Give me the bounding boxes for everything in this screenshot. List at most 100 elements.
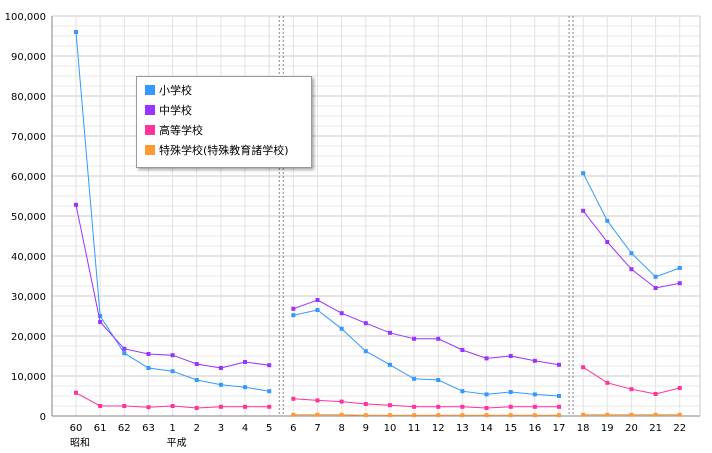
series-point-1 bbox=[605, 219, 609, 223]
series-point-2 bbox=[74, 203, 78, 207]
series-point-2 bbox=[316, 298, 320, 302]
x-tick-label: 12 bbox=[432, 423, 445, 434]
x-tick-label: 18 bbox=[577, 423, 590, 434]
legend-item-1: 小学校 bbox=[145, 83, 192, 99]
series-point-1 bbox=[485, 392, 489, 396]
series-point-3 bbox=[654, 392, 658, 396]
series-point-3 bbox=[340, 400, 344, 404]
series-point-3 bbox=[195, 406, 199, 410]
series-point-4 bbox=[291, 413, 295, 417]
series-point-3 bbox=[291, 397, 295, 401]
y-tick-label: 100,000 bbox=[5, 12, 46, 23]
series-point-3 bbox=[243, 405, 247, 409]
series-point-1 bbox=[267, 389, 271, 393]
series-point-3 bbox=[485, 406, 489, 410]
x-tick-label: 8 bbox=[338, 423, 344, 434]
series-point-2 bbox=[195, 362, 199, 366]
series-point-1 bbox=[557, 394, 561, 398]
series-point-4 bbox=[316, 413, 320, 417]
legend-label-2: 中学校 bbox=[159, 104, 192, 117]
series-point-3 bbox=[605, 381, 609, 385]
series-point-4 bbox=[654, 413, 658, 417]
legend: 小学校 中学校 高等学校 特殊学校(特殊教育諸学校) bbox=[136, 76, 312, 168]
series-point-1 bbox=[146, 366, 150, 370]
series-point-2 bbox=[291, 307, 295, 311]
x-tick-label: 4 bbox=[242, 423, 248, 434]
y-tick-label: 90,000 bbox=[11, 52, 46, 63]
series-point-2 bbox=[98, 320, 102, 324]
x-tick-label: 63 bbox=[142, 423, 155, 434]
legend-item-3: 高等学校 bbox=[145, 123, 203, 139]
x-tick-label: 7 bbox=[314, 423, 320, 434]
series-point-4 bbox=[509, 413, 513, 417]
series-point-2 bbox=[557, 363, 561, 367]
legend-swatch-3 bbox=[145, 125, 155, 135]
x-tick-label: 15 bbox=[504, 423, 517, 434]
legend-label-1: 小学校 bbox=[159, 84, 192, 97]
series-point-1 bbox=[340, 327, 344, 331]
y-tick-label: 80,000 bbox=[11, 92, 46, 103]
series-point-3 bbox=[460, 405, 464, 409]
series-point-2 bbox=[388, 331, 392, 335]
series-point-1 bbox=[412, 377, 416, 381]
series-point-4 bbox=[436, 413, 440, 417]
series-point-3 bbox=[74, 391, 78, 395]
series-point-2 bbox=[340, 311, 344, 315]
y-tick-label: 50,000 bbox=[11, 212, 46, 223]
series-point-1 bbox=[533, 392, 537, 396]
series-point-3 bbox=[581, 365, 585, 369]
series-point-3 bbox=[388, 403, 392, 407]
series-point-4 bbox=[412, 413, 416, 417]
x-tick-label: 10 bbox=[384, 423, 397, 434]
era-label: 平成 bbox=[167, 437, 187, 448]
series-point-1 bbox=[460, 389, 464, 393]
series-point-4 bbox=[557, 413, 561, 417]
series-point-3 bbox=[316, 398, 320, 402]
series-point-3 bbox=[219, 405, 223, 409]
y-tick-label: 60,000 bbox=[11, 172, 46, 183]
series-point-2 bbox=[412, 337, 416, 341]
legend-swatch-1 bbox=[145, 85, 155, 95]
series-point-3 bbox=[122, 404, 126, 408]
series-point-1 bbox=[122, 351, 126, 355]
legend-label-3: 高等学校 bbox=[159, 124, 203, 137]
series-point-3 bbox=[509, 405, 513, 409]
series-point-4 bbox=[364, 413, 368, 417]
x-tick-label: 62 bbox=[118, 423, 131, 434]
series-point-1 bbox=[171, 369, 175, 373]
legend-item-4: 特殊学校(特殊教育諸学校) bbox=[145, 143, 289, 159]
series-point-4 bbox=[605, 413, 609, 417]
series-point-3 bbox=[436, 405, 440, 409]
x-tick-label: 9 bbox=[363, 423, 369, 434]
x-tick-label: 22 bbox=[673, 423, 686, 434]
x-tick-label: 1 bbox=[169, 423, 175, 434]
y-tick-label: 0 bbox=[40, 412, 46, 423]
series-point-3 bbox=[678, 386, 682, 390]
series-point-4 bbox=[629, 413, 633, 417]
series-point-2 bbox=[146, 352, 150, 356]
x-tick-label: 17 bbox=[553, 423, 566, 434]
series-point-2 bbox=[509, 354, 513, 358]
legend-item-2: 中学校 bbox=[145, 103, 192, 119]
y-tick-label: 10,000 bbox=[11, 372, 46, 383]
y-tick-label: 40,000 bbox=[11, 252, 46, 263]
series-point-2 bbox=[171, 353, 175, 357]
legend-swatch-2 bbox=[145, 105, 155, 115]
series-point-1 bbox=[74, 30, 78, 34]
series-point-1 bbox=[509, 390, 513, 394]
x-tick-label: 3 bbox=[218, 423, 224, 434]
era-label: 昭和 bbox=[70, 437, 90, 448]
series-point-2 bbox=[629, 267, 633, 271]
series-point-3 bbox=[412, 405, 416, 409]
x-tick-label: 6 bbox=[290, 423, 296, 434]
series-point-2 bbox=[436, 337, 440, 341]
series-point-4 bbox=[340, 413, 344, 417]
legend-swatch-4 bbox=[145, 145, 155, 155]
series-point-3 bbox=[267, 405, 271, 409]
series-point-2 bbox=[122, 347, 126, 351]
x-tick-label: 61 bbox=[94, 423, 107, 434]
series-point-4 bbox=[678, 413, 682, 417]
series-point-2 bbox=[243, 360, 247, 364]
series-point-2 bbox=[267, 363, 271, 367]
